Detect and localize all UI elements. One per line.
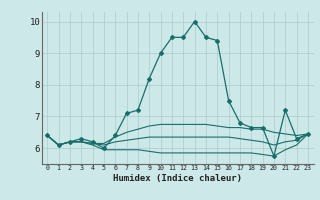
X-axis label: Humidex (Indice chaleur): Humidex (Indice chaleur) xyxy=(113,174,242,183)
